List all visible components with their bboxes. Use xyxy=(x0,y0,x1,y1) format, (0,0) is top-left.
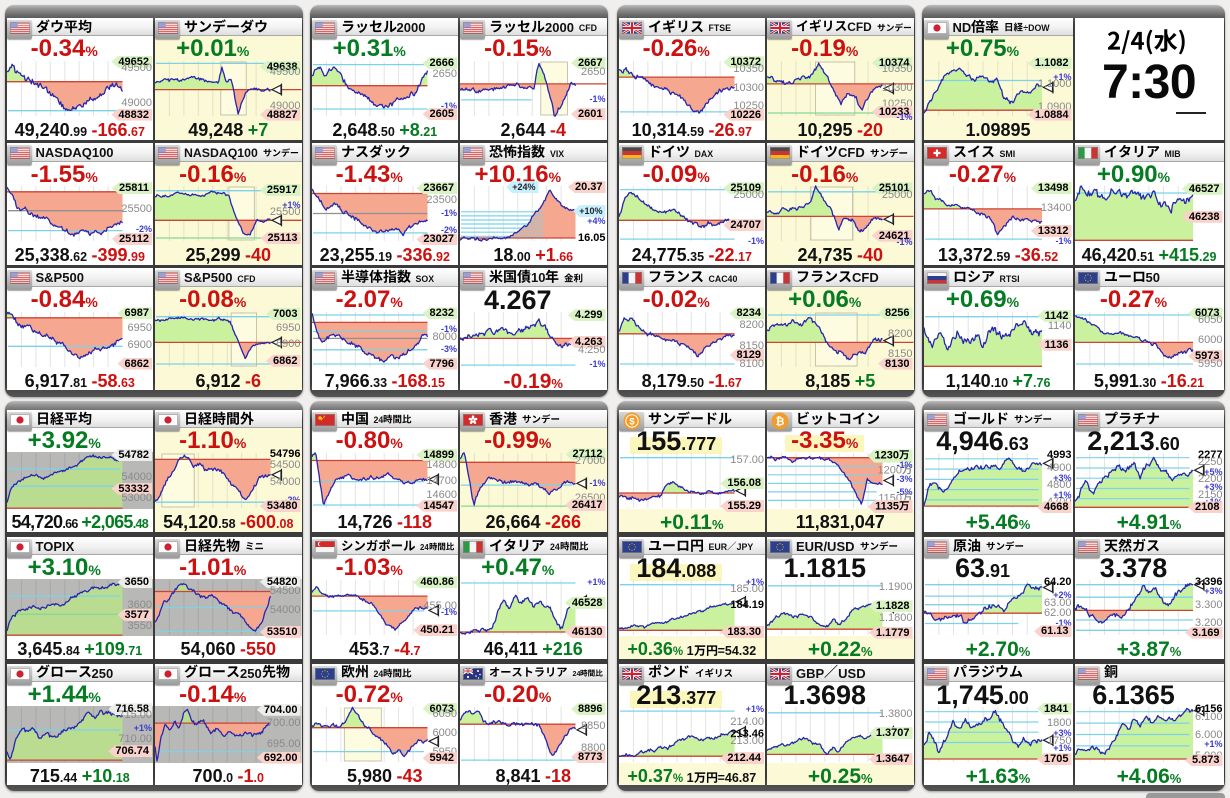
svg-text:$: $ xyxy=(629,416,635,427)
svg-text:₿: ₿ xyxy=(776,416,785,428)
